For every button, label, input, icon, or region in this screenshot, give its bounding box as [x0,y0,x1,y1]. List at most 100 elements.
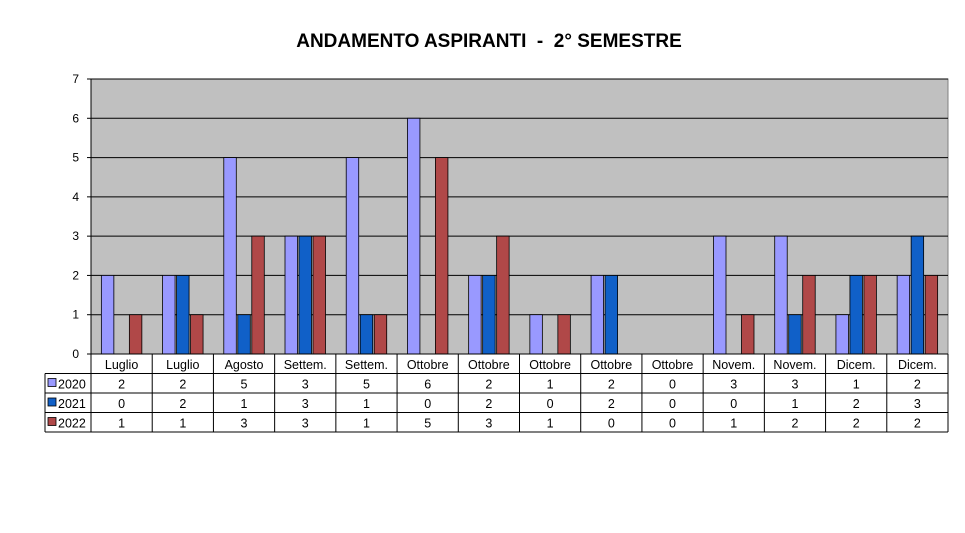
y-tick-label: 5 [72,151,79,165]
bar-2021 [176,275,190,355]
x-tick-label: Ottobre [407,358,449,372]
bar-2022 [251,235,265,355]
table-cell-value: 2 [853,397,860,411]
chart-title: ANDAMENTO ASPIRANTI - 2° SEMESTRE [296,31,682,52]
table-cell-value: 1 [547,417,554,431]
y-tick-label: 7 [72,72,79,86]
x-tick-label: Novem. [773,358,816,372]
bar-2022 [863,275,877,355]
x-tick-label: Ottobre [590,358,632,372]
bar-2021 [604,275,618,355]
x-tick-label: Novem. [712,358,755,372]
table-cell-value: 0 [608,417,615,431]
bar-2021 [849,275,863,355]
bar-2020 [284,235,298,355]
table-cell-value: 2 [485,378,492,392]
bar-2020 [835,314,849,355]
bar-2022 [741,314,755,355]
data-table: Luglio Luglio Agosto Settem. Settem. Ottobre O… [44,354,949,433]
x-tick-label: Ottobre [468,358,510,372]
y-tick-label: 1 [72,308,79,322]
table-cell-value: 0 [669,397,676,411]
table-cell-value: 1 [241,397,248,411]
table-cell-value: 1 [179,417,186,431]
bar-2022 [128,314,143,355]
legend-label: 2020 [58,378,86,392]
legend-swatch [47,397,57,407]
table-cell-value: 2 [118,378,125,392]
bar-2022 [924,275,939,355]
table-cell-value: 2 [608,397,615,411]
bar-2021 [298,235,312,355]
table-cell-value: 1 [363,417,370,431]
bar-2020 [713,235,727,355]
bar-2020 [774,235,788,355]
x-tick-label: Luglio [105,358,138,372]
bar-2020 [468,275,482,355]
x-tick-label: Dicem. [898,358,937,372]
table-cell-value: 5 [424,417,431,431]
bar-2022 [435,157,449,355]
bar-2021 [359,314,374,355]
x-tick-label: Ottobre [652,358,694,372]
table-cell-value: 2 [853,417,860,431]
table-cell-value: 2 [179,397,186,411]
bar-2020 [529,314,543,355]
legend-swatch [47,378,57,387]
x-tick-label: Luglio [166,358,199,372]
table-cell-value: 5 [241,378,248,392]
table-cell-value: 3 [485,417,492,431]
table-cell-value: 3 [914,397,921,411]
legend-swatch [47,417,57,426]
legend-label: 2022 [58,417,86,431]
table-cell-value: 0 [730,397,737,411]
table-cell-value: 3 [302,378,309,392]
plot-area: 0 1 2 3 4 5 6 7 [72,72,949,361]
bar-2020 [223,157,237,355]
bar-2022 [496,235,510,355]
y-tick-label: 6 [72,111,79,125]
x-tick-label: Ottobre [529,358,571,372]
table-cell-value: 1 [363,397,370,411]
table-cell-value: 0 [547,397,554,411]
bar-2022 [312,235,326,355]
bar-2020 [100,275,115,355]
table-cell-value: 0 [669,378,676,392]
y-tick-label: 0 [72,347,79,361]
bar-2020 [345,157,360,355]
bar-2022 [373,314,388,355]
table-cell-value: 0 [669,417,676,431]
table-cell-value: 2 [914,417,921,431]
table-cell-value: 1 [730,417,737,431]
table-cell-value: 3 [730,378,737,392]
bar-2022 [802,275,816,355]
table-cell-value: 6 [424,378,431,392]
table-cell-value: 2 [608,378,615,392]
table-cell-value: 3 [302,417,309,431]
table-cell-value: 2 [485,397,492,411]
plot-background [90,78,949,355]
bar-2020 [407,117,421,355]
table-cell-value: 1 [853,378,860,392]
bar-2020 [162,275,176,355]
table-cell-value: 0 [118,397,125,411]
table-cell-value: 2 [179,378,186,392]
x-tick-label: Settem. [345,358,388,372]
bar-2021 [788,314,802,355]
bar-2021 [482,275,496,355]
x-tick-label: Settem. [284,358,327,372]
table-cell-value: 1 [791,397,798,411]
y-tick-label: 3 [72,229,79,243]
bar-2022 [557,314,571,355]
bar-2022 [190,314,204,355]
table-cell-value: 3 [791,378,798,392]
y-tick-label: 2 [72,268,79,282]
legend-label: 2021 [58,397,86,411]
bar-2021 [910,235,925,355]
table-cell-value: 1 [118,417,125,431]
table-cell-value: 2 [914,378,921,392]
bar-2021 [237,314,251,355]
x-tick-label: Dicem. [837,358,876,372]
table-cell-value: 3 [241,417,248,431]
